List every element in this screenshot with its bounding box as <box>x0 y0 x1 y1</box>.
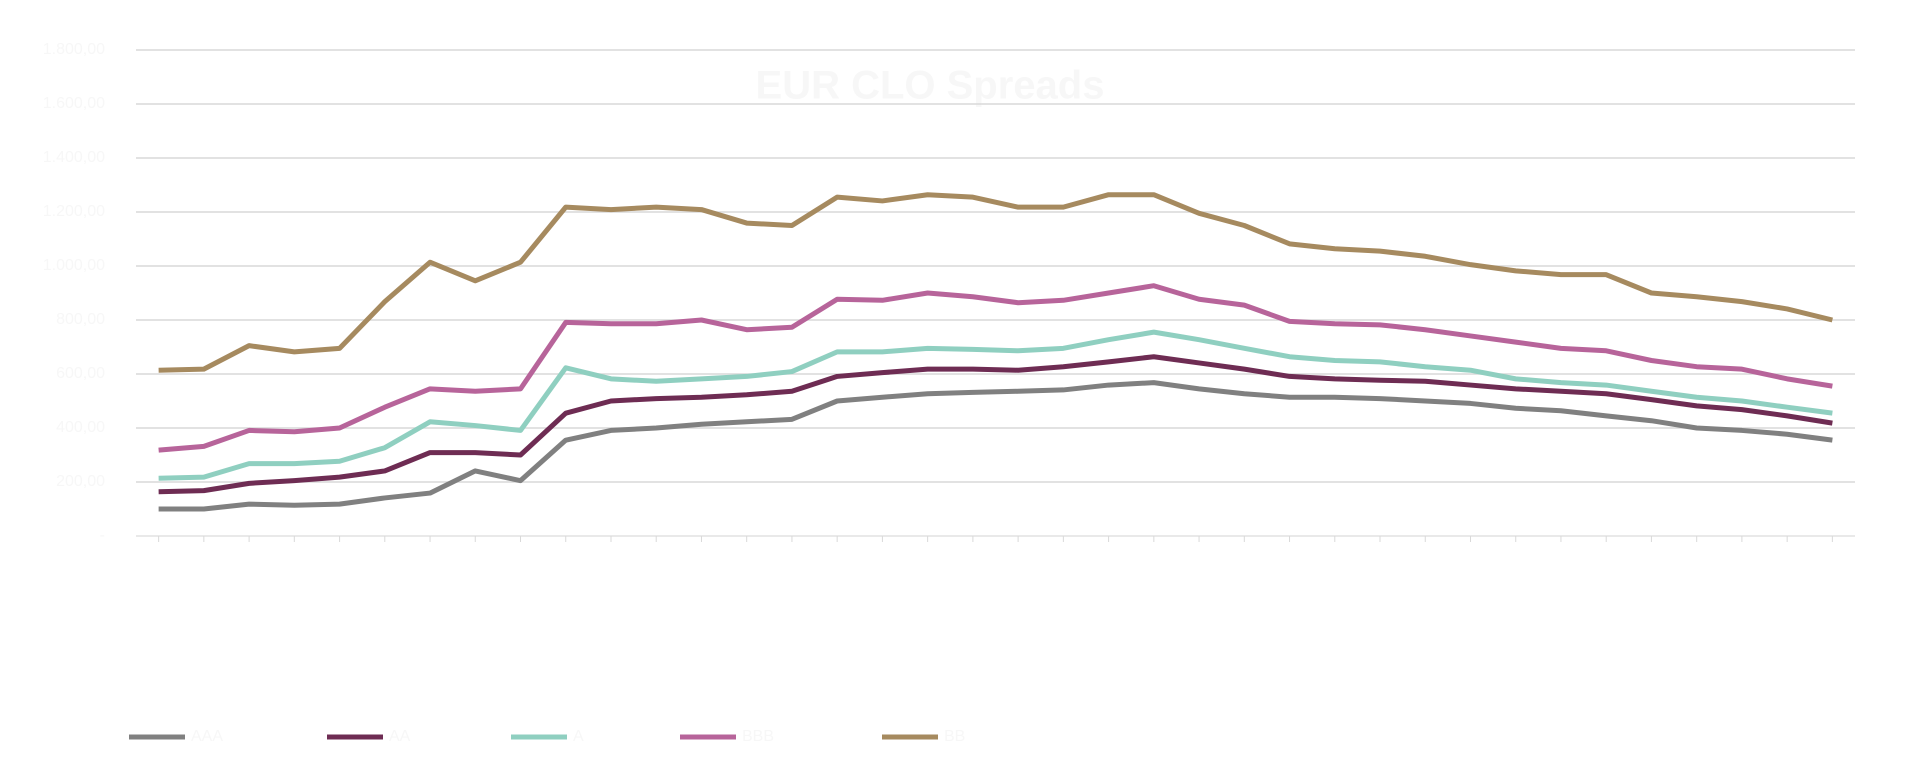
legend-label: AAA <box>191 728 223 745</box>
y-tick-label: 800,00 <box>56 311 105 328</box>
y-tick-label: 1.800,00 <box>43 41 105 58</box>
series-line <box>158 380 1833 512</box>
legend-label: AA <box>389 728 411 745</box>
y-tick-label: 1.200,00 <box>43 203 105 220</box>
y-tick-label: 200,00 <box>56 473 105 490</box>
series-line <box>158 354 1833 495</box>
y-tick-label: 400,00 <box>56 419 105 436</box>
series-line <box>158 329 1833 481</box>
legend-label: A <box>573 728 584 745</box>
y-tick-label: - <box>100 527 105 544</box>
series-line <box>158 192 1833 373</box>
series-line <box>158 283 1833 453</box>
y-tick-label: 1.600,00 <box>43 95 105 112</box>
y-tick-label: 600,00 <box>56 365 105 382</box>
chart-title: EUR CLO Spreads <box>756 64 1105 108</box>
legend-label: BBB <box>742 728 774 745</box>
legend-label: BB <box>944 728 965 745</box>
y-tick-label: 1.400,00 <box>43 149 105 166</box>
y-tick-label: 1.000,00 <box>43 257 105 274</box>
